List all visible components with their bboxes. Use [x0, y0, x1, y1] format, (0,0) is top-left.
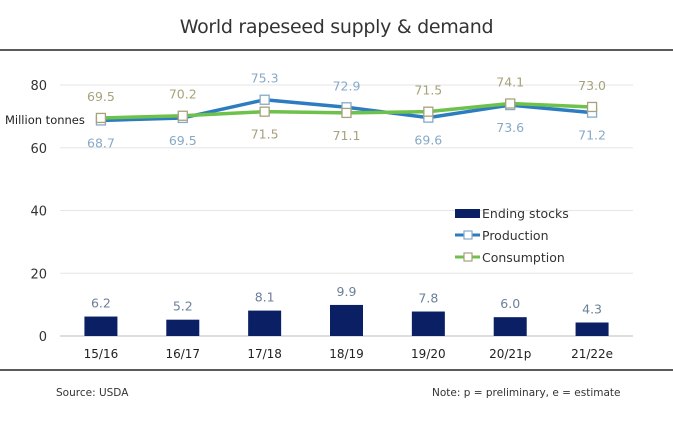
legend-swatch-marker: [463, 230, 473, 240]
bottom-divider: [0, 369, 673, 371]
line-data-label: 68.7: [87, 135, 115, 150]
x-tick-label: 15/16: [84, 347, 119, 361]
bar: [248, 310, 282, 336]
source-note: Source: USDA: [56, 387, 129, 399]
line-series: [95, 94, 598, 126]
y-axis-label: Million tonnes: [5, 113, 85, 127]
bar: [166, 319, 200, 336]
data-point-marker: [341, 107, 352, 119]
y-tick-label: 0: [39, 330, 47, 345]
chart-title: World rapeseed supply & demand: [179, 16, 494, 38]
line-data-label: 70.2: [169, 87, 197, 102]
legend-swatch-bar: [455, 209, 480, 218]
line-data-label: 69.5: [87, 89, 115, 104]
data-point-marker: [586, 101, 598, 113]
data-point-marker: [259, 94, 270, 105]
bar-series-ending-stocks: [84, 304, 609, 336]
data-point-marker: [423, 106, 434, 117]
y-tick-label: 60: [30, 142, 47, 157]
legend-label: Production: [482, 228, 549, 243]
top-divider: [0, 49, 673, 51]
data-point-marker: [505, 98, 516, 109]
bar: [84, 316, 118, 336]
data-point-marker: [177, 110, 188, 121]
x-tick-label: 20/21p: [489, 347, 531, 361]
x-tick-label: 17/18: [247, 347, 282, 361]
bar-data-label: 8.1: [255, 290, 275, 305]
line-data-label: 75.3: [251, 71, 279, 86]
y-tick-label: 80: [30, 79, 47, 94]
legend-label: Consumption: [482, 250, 565, 265]
bar: [330, 304, 363, 336]
line-data-label: 71.5: [251, 127, 279, 142]
line-data-label: 71.1: [333, 128, 361, 143]
line-data-label: 69.6: [414, 133, 442, 148]
line-data-label: 69.5: [169, 133, 197, 148]
bar-data-label: 6.0: [500, 296, 520, 311]
data-labels: 6.2 5.2 8.1 9.9 7.8 6.0 4.3 68.7 69.5 75.3 72.9 69.…: [87, 71, 606, 317]
y-axis-ticks: 0 20 40 60 80: [30, 79, 47, 345]
bar-data-label: 5.2: [173, 299, 193, 314]
legend-swatch-marker: [463, 252, 473, 262]
line-data-label: 74.1: [496, 75, 524, 90]
line-data-label: 73.6: [496, 120, 524, 135]
x-axis-ticks: 15/16 16/17 17/18 18/19 19/20 20/21p 21/22e: [84, 347, 613, 361]
bar-data-label: 7.8: [418, 291, 438, 306]
footnote: Note: p = preliminary, e = estimate: [432, 387, 621, 399]
line-data-label: 72.9: [333, 78, 361, 93]
bar: [411, 311, 445, 336]
bar: [575, 322, 609, 336]
x-tick-label: 19/20: [411, 347, 446, 361]
line-data-label: 73.0: [578, 78, 606, 93]
legend: Ending stocks Production Consumption: [455, 206, 569, 265]
data-point-marker: [95, 112, 107, 124]
legend-label: Ending stocks: [482, 206, 569, 221]
y-tick-label: 40: [30, 205, 47, 220]
bar-data-label: 4.3: [582, 302, 602, 317]
data-point-marker: [259, 106, 270, 117]
line-data-label: 71.5: [414, 83, 442, 98]
bar-data-label: 6.2: [91, 296, 111, 311]
bar-data-label: 9.9: [337, 284, 357, 299]
line-data-label: 71.2: [578, 128, 606, 143]
x-tick-label: 18/19: [329, 347, 364, 361]
y-tick-label: 20: [30, 267, 47, 282]
x-tick-label: 21/22e: [571, 347, 613, 361]
x-tick-label: 16/17: [165, 347, 200, 361]
bar: [493, 317, 527, 336]
